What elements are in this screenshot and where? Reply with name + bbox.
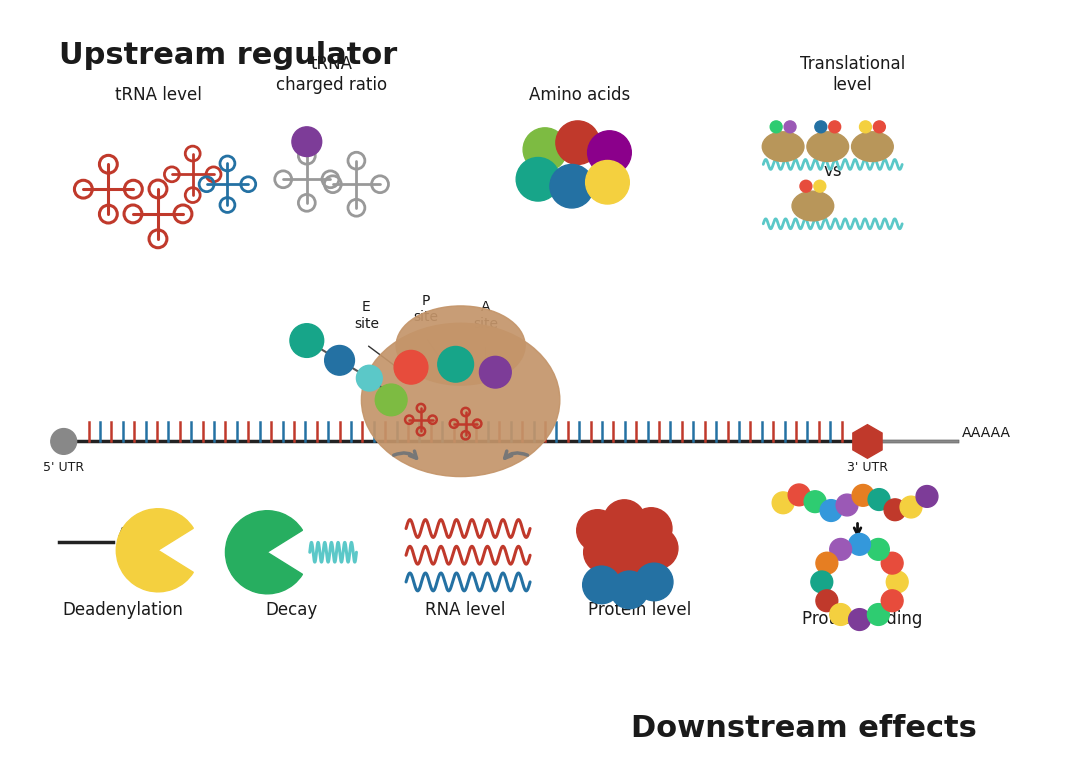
Circle shape: [828, 121, 840, 133]
Text: Downstream effects: Downstream effects: [631, 714, 976, 743]
Circle shape: [885, 499, 906, 521]
Ellipse shape: [762, 132, 804, 161]
Circle shape: [610, 537, 652, 579]
Circle shape: [867, 539, 889, 560]
Wedge shape: [117, 509, 193, 592]
Circle shape: [375, 384, 407, 416]
Circle shape: [900, 496, 922, 518]
Circle shape: [636, 528, 678, 569]
Ellipse shape: [807, 132, 849, 161]
Circle shape: [550, 164, 594, 208]
Circle shape: [770, 121, 782, 133]
Circle shape: [523, 127, 567, 171]
FancyArrowPatch shape: [504, 451, 527, 458]
Text: Amino acids: Amino acids: [529, 86, 631, 104]
Circle shape: [867, 604, 889, 626]
Circle shape: [556, 121, 599, 164]
Circle shape: [852, 485, 874, 506]
Circle shape: [289, 324, 324, 357]
Circle shape: [829, 604, 851, 626]
Circle shape: [811, 571, 833, 593]
Circle shape: [437, 346, 473, 382]
Text: vs: vs: [823, 163, 842, 181]
Circle shape: [394, 350, 428, 384]
Circle shape: [820, 500, 842, 522]
Circle shape: [480, 357, 511, 388]
Circle shape: [604, 500, 645, 541]
Circle shape: [325, 346, 354, 375]
Text: Protein level: Protein level: [588, 601, 691, 619]
Circle shape: [829, 539, 851, 560]
Circle shape: [784, 121, 796, 133]
Circle shape: [916, 486, 937, 508]
Ellipse shape: [396, 306, 525, 385]
Circle shape: [836, 494, 858, 516]
Text: P
site: P site: [414, 293, 438, 324]
Circle shape: [816, 552, 838, 574]
Circle shape: [814, 181, 826, 192]
Ellipse shape: [851, 132, 893, 161]
Text: Translational
level: Translational level: [800, 56, 905, 95]
Circle shape: [805, 491, 826, 512]
Circle shape: [800, 181, 812, 192]
Circle shape: [588, 131, 632, 174]
Circle shape: [292, 127, 322, 156]
Circle shape: [51, 429, 77, 454]
Circle shape: [772, 492, 794, 514]
Circle shape: [881, 590, 903, 612]
Ellipse shape: [792, 191, 834, 221]
Circle shape: [610, 571, 648, 608]
Circle shape: [356, 365, 382, 391]
Text: A
site: A site: [473, 300, 498, 331]
Polygon shape: [853, 425, 882, 458]
Circle shape: [849, 533, 870, 555]
Circle shape: [868, 489, 890, 511]
Circle shape: [631, 508, 672, 549]
Circle shape: [635, 563, 673, 601]
Text: E
site: E site: [354, 300, 379, 331]
Text: 5' UTR: 5' UTR: [43, 461, 84, 474]
Text: AAAAA: AAAAA: [961, 425, 1011, 439]
Circle shape: [585, 160, 630, 204]
Text: Deadenylation: Deadenylation: [63, 601, 184, 619]
Circle shape: [849, 608, 870, 630]
Text: tRNA
charged ratio: tRNA charged ratio: [276, 56, 388, 95]
Ellipse shape: [362, 323, 559, 476]
Text: Protein folding: Protein folding: [802, 611, 922, 629]
Text: AAA: AAA: [119, 526, 148, 540]
Text: Upstream regulator: Upstream regulator: [58, 41, 397, 70]
Text: 3' UTR: 3' UTR: [847, 461, 888, 474]
Text: Decay: Decay: [266, 601, 318, 619]
Circle shape: [860, 121, 872, 133]
Text: tRNA level: tRNA level: [114, 86, 201, 104]
Circle shape: [577, 510, 619, 551]
Circle shape: [816, 590, 838, 612]
Circle shape: [815, 121, 827, 133]
Circle shape: [516, 157, 559, 201]
Circle shape: [583, 532, 625, 573]
Circle shape: [881, 552, 903, 574]
Circle shape: [874, 121, 886, 133]
Text: RNA level: RNA level: [426, 601, 505, 619]
Circle shape: [788, 484, 810, 506]
Circle shape: [583, 566, 620, 604]
FancyArrowPatch shape: [394, 451, 417, 458]
Wedge shape: [226, 511, 302, 594]
Circle shape: [887, 571, 908, 593]
